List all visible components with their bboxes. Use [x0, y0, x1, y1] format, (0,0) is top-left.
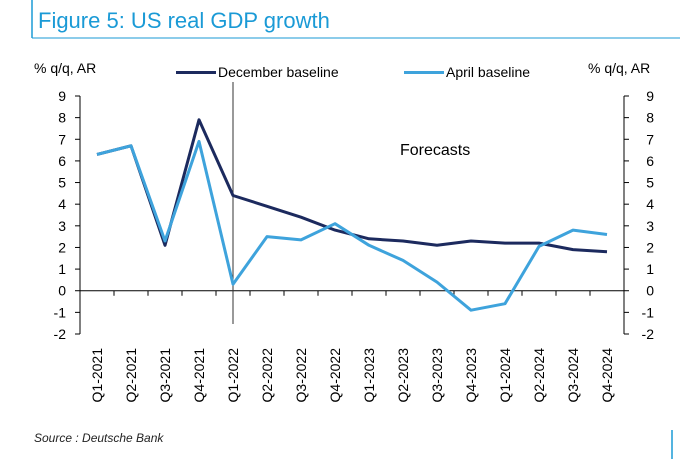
y-tick-label-left: 8	[58, 110, 66, 126]
x-tick-label: Q4-2021	[191, 348, 207, 403]
y-tick-label-left: -1	[54, 304, 67, 320]
legend-label-december: December baseline	[218, 64, 339, 80]
y-tick-label-right: 5	[646, 175, 654, 191]
legend-label-april: April baseline	[446, 64, 531, 80]
y-tick-label-left: 3	[58, 218, 66, 234]
x-tick-label: Q4-2024	[599, 348, 615, 403]
y-tick-label-left: 0	[58, 283, 66, 299]
x-tick-label: Q3-2021	[157, 348, 173, 403]
forecast-annotation: Forecasts	[400, 142, 470, 159]
y-tick-label-left: 1	[58, 261, 66, 277]
y-axis-unit-right: % q/q, AR	[588, 60, 651, 76]
y-tick-label-right: 7	[646, 131, 654, 147]
y-tick-label-left: 7	[58, 131, 66, 147]
y-tick-label-right: 9	[646, 88, 654, 104]
y-tick-label-right: 0	[646, 283, 654, 299]
y-tick-label-right: 6	[646, 153, 654, 169]
x-tick-label: Q3-2022	[293, 348, 309, 403]
x-tick-label: Q3-2023	[429, 348, 445, 403]
y-tick-label-left: -2	[54, 326, 67, 342]
x-tick-label: Q1-2021	[89, 348, 105, 403]
y-tick-label-left: 2	[58, 239, 66, 255]
x-tick-label: Q2-2024	[531, 348, 547, 403]
y-tick-label-right: 2	[646, 239, 654, 255]
legend-item-december: December baseline	[176, 64, 339, 80]
y-tick-label-right: 8	[646, 110, 654, 126]
y-tick-label-right: -2	[642, 326, 655, 342]
x-tick-label: Q2-2021	[123, 348, 139, 403]
x-tick-label: Q4-2022	[327, 348, 343, 403]
chart-title: Figure 5: US real GDP growth	[38, 8, 330, 33]
y-tick-label-left: 4	[58, 196, 66, 212]
source-note: Source : Deutsche Bank	[34, 431, 164, 445]
y-tick-label-left: 6	[58, 153, 66, 169]
y-tick-label-left: 5	[58, 175, 66, 191]
x-tick-label: Q1-2024	[497, 348, 513, 403]
y-tick-label-right: 1	[646, 261, 654, 277]
x-tick-label: Q3-2024	[565, 348, 581, 403]
y-tick-label-right: 4	[646, 196, 654, 212]
x-tick-label: Q2-2022	[259, 348, 275, 403]
series-line-april	[96, 139, 608, 312]
x-tick-label: Q1-2023	[361, 348, 377, 403]
y-axis-unit-left: % q/q, AR	[34, 60, 97, 76]
x-tick-label: Q1-2022	[225, 348, 241, 403]
x-tick-label: Q4-2023	[463, 348, 479, 403]
legend-swatch-december	[176, 70, 216, 74]
legend-item-april: April baseline	[404, 64, 530, 80]
y-tick-label-left: 9	[58, 88, 66, 104]
x-tick-label: Q2-2023	[395, 348, 411, 403]
y-tick-label-right: -1	[642, 304, 655, 320]
y-tick-label-right: 3	[646, 218, 654, 234]
series-line-december	[96, 118, 608, 254]
legend-swatch-april	[404, 70, 444, 74]
